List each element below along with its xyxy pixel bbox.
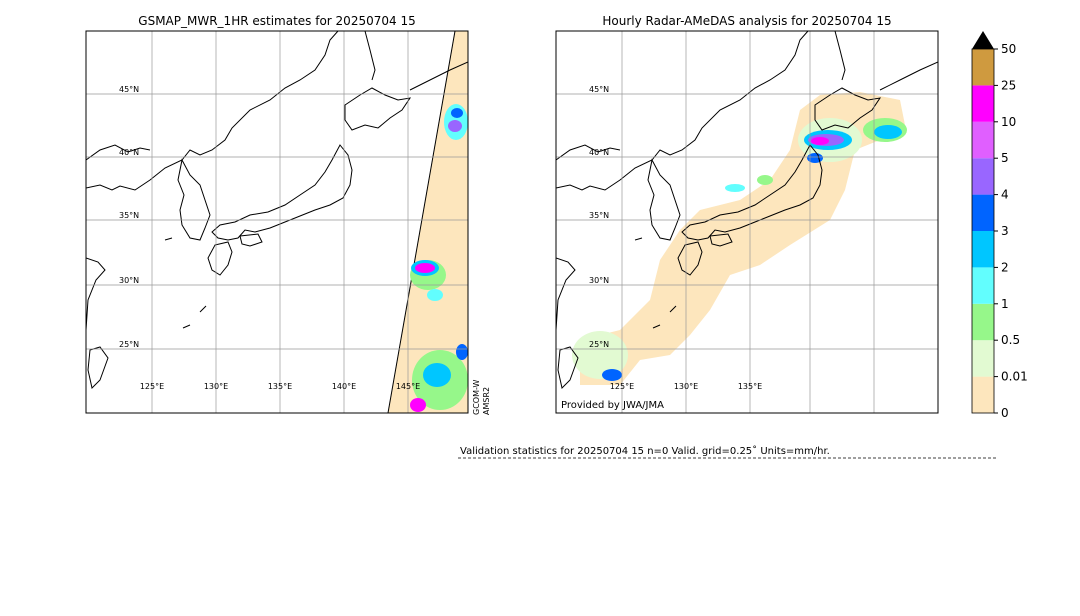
colorbar-tick-label: 4 xyxy=(1001,188,1009,202)
lat-label: 25°N xyxy=(119,340,139,349)
colorbar-segment xyxy=(972,303,994,341)
colorbar-segment xyxy=(972,121,994,159)
colorbar-tick-label: 0.5 xyxy=(1001,333,1020,347)
credit: Provided by JWA/JMA xyxy=(561,400,664,411)
colorbar: 0 0.01 0.5 1 2 3 4 5 10 25 50 xyxy=(971,31,1028,420)
map-frame xyxy=(85,30,469,414)
colorbar-extend xyxy=(972,31,994,49)
sensor-label: GCOM-W xyxy=(472,379,481,415)
lat-label: 25°N xyxy=(589,340,609,349)
validation-text: Validation statistics for 20250704 15 n=… xyxy=(460,445,830,457)
graticule xyxy=(556,31,938,413)
colorbar-segment xyxy=(972,85,994,122)
colorbar-tick-label: 0.01 xyxy=(1001,370,1028,384)
lon-label: 125°E xyxy=(610,382,634,391)
colorbar-segment xyxy=(972,49,994,86)
lon-label: 130°E xyxy=(674,382,698,391)
lat-label: 45°N xyxy=(589,85,609,94)
colorbar-tick-label: 2 xyxy=(1001,260,1009,274)
panel-title: GSMAP_MWR_1HR estimates for 20250704 15 xyxy=(138,14,415,28)
colorbar-segment xyxy=(972,194,994,231)
colorbar-tick-label: 5 xyxy=(1001,151,1009,165)
lon-label: 145°E xyxy=(396,382,420,391)
colorbar-tick-label: 50 xyxy=(1001,42,1016,56)
lon-label: 130°E xyxy=(204,382,228,391)
colorbar-tick-label: 3 xyxy=(1001,224,1009,238)
map-frame xyxy=(555,30,939,414)
lat-label: 35°N xyxy=(119,211,139,220)
lat-label: 40°N xyxy=(119,148,139,157)
right-map xyxy=(556,31,938,389)
colorbar-tick-label: 1 xyxy=(1001,297,1009,311)
lat-label: 30°N xyxy=(589,276,609,285)
colorbar-segment xyxy=(972,267,994,304)
lon-label: 135°E xyxy=(268,382,292,391)
colorbar-segment xyxy=(972,231,994,268)
lat-label: 30°N xyxy=(119,276,139,285)
colorbar-tick-label: 0 xyxy=(1001,406,1009,420)
colorbar-segment xyxy=(972,158,994,195)
lat-label: 40°N xyxy=(589,148,609,157)
colorbar-segment xyxy=(972,340,994,377)
colorbar-tick-label: 25 xyxy=(1001,78,1016,92)
panel-title: Hourly Radar-AMeDAS analysis for 2025070… xyxy=(602,14,891,28)
lon-label: 125°E xyxy=(140,382,164,391)
colorbar-segment xyxy=(972,376,994,413)
colorbar-tick-label: 10 xyxy=(1001,115,1016,129)
lon-label: 135°E xyxy=(738,382,762,391)
graticule xyxy=(86,31,468,413)
lat-label: 45°N xyxy=(119,85,139,94)
lat-label: 35°N xyxy=(589,211,609,220)
sensor-label: AMSR2 xyxy=(482,387,491,415)
lon-label: 140°E xyxy=(332,382,356,391)
